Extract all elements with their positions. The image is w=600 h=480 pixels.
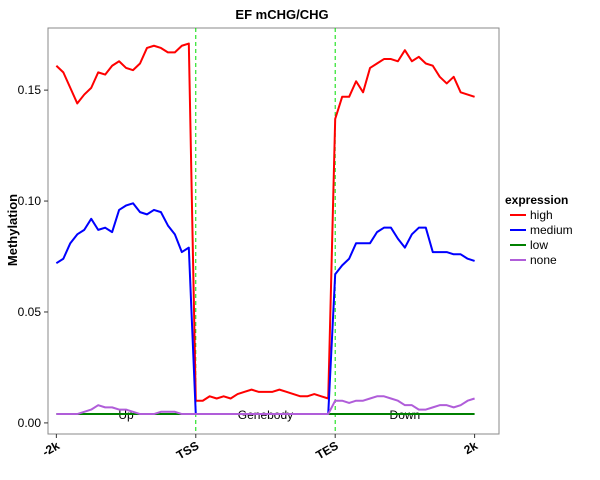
- series-line-none: [56, 395, 475, 416]
- y-tick-label: 0.00: [18, 416, 42, 430]
- x-tick-label: 2k: [462, 438, 481, 457]
- y-tick-label: 0.05: [18, 305, 42, 319]
- legend-title: expression: [505, 193, 568, 207]
- series-line-high: [55, 42, 475, 402]
- legend-label-high: high: [530, 208, 553, 222]
- y-tick-label: 0.15: [18, 83, 42, 97]
- y-tick-label: 0.10: [18, 194, 42, 208]
- y-axis: 0.00 0.05 0.10 0.15: [18, 83, 48, 430]
- plot-panel: [47, 27, 500, 435]
- legend-label-low: low: [530, 238, 548, 252]
- y-axis-label: Methylation: [5, 194, 20, 266]
- chart-title: EF mCHG/CHG: [235, 7, 328, 22]
- series-lines: [55, 42, 475, 416]
- legend-label-none: none: [530, 253, 557, 267]
- legend-label-medium: medium: [530, 223, 573, 237]
